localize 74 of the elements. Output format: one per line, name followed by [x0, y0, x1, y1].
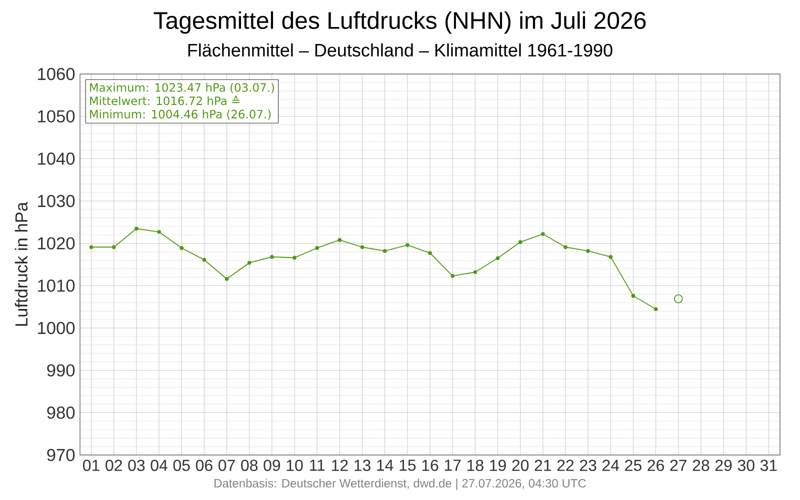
y-tick-label: 1000	[38, 322, 75, 334]
x-tick-label: 03	[128, 460, 145, 472]
x-tick-label: 30	[738, 460, 754, 472]
chart-title: Tagesmittel des Luftdrucks (NHN) im Juli 2026	[154, 11, 646, 34]
point	[89, 245, 94, 250]
chart-subtitle: Flächenmittel – Deutschland – Klimamittel 1961-1990	[188, 43, 612, 57]
x-tick-label: 16	[422, 460, 438, 472]
x-tick-label: 25	[625, 460, 642, 472]
y-tick-label: 970	[47, 448, 75, 462]
x-tick-label: 23	[580, 460, 596, 472]
point	[631, 294, 636, 298]
y-tick-label: 980	[47, 406, 75, 419]
x-tick-label: 21	[534, 460, 552, 471]
y-axis-title: Luftdruck in hPa	[14, 202, 28, 326]
point	[157, 230, 161, 234]
point	[270, 254, 274, 259]
point	[315, 246, 320, 250]
y-tick-label: 1040	[38, 152, 75, 165]
point	[338, 238, 342, 242]
point	[405, 243, 410, 247]
x-tick-label: 09	[264, 460, 280, 472]
point	[608, 254, 613, 259]
x-tick-label: 06	[196, 460, 212, 472]
x-tick-label: 01	[83, 460, 100, 472]
point	[518, 240, 522, 244]
y-tick-label: 1030	[38, 194, 75, 208]
x-tick-label: 14	[377, 460, 394, 471]
point	[428, 251, 432, 256]
y-tick-label: 1060	[38, 68, 75, 80]
point	[473, 270, 478, 274]
annotation: Mittelwert: 1016.72 hPa ≙	[90, 96, 240, 106]
x-tick-label: 15	[400, 460, 416, 471]
point	[382, 249, 387, 253]
point	[224, 276, 229, 281]
point	[292, 256, 296, 260]
x-tick-label: 05	[173, 460, 190, 472]
point	[540, 232, 545, 236]
y-tick-label: 1020	[38, 237, 75, 250]
x-tick-label: 22	[557, 460, 574, 471]
x-tick-label: 29	[715, 460, 732, 472]
x-tick-label: 08	[241, 460, 258, 472]
point	[586, 249, 590, 253]
x-tick-label: 02	[106, 460, 122, 472]
point	[496, 256, 500, 260]
y-tick-label: 1010	[38, 280, 75, 292]
point	[564, 245, 568, 250]
text: Datenbasis: Deutscher Wetterdienst, dwd.de | 27.07.2026, 04:30 UTC	[214, 478, 586, 490]
point	[134, 226, 138, 231]
annotation: Maximum: 1023.47 hPa (03.07.)	[90, 82, 274, 94]
x-tick-label: 19	[490, 460, 506, 472]
point	[202, 258, 206, 262]
point	[450, 274, 455, 278]
x-tick-label: 18	[467, 460, 484, 472]
x-tick-label: 31	[760, 460, 777, 472]
point	[654, 307, 658, 312]
x-tick-label: 24	[602, 460, 620, 471]
point	[247, 260, 252, 265]
x-tick-label: 26	[648, 460, 664, 472]
x-tick-label: 20	[512, 460, 529, 472]
point	[112, 245, 116, 250]
x-tick-label: 07	[218, 460, 235, 472]
point	[360, 245, 364, 250]
x-tick-label: 17	[444, 460, 461, 471]
point	[180, 246, 184, 250]
x-tick-label: 04	[150, 460, 168, 472]
x-tick-label: 13	[354, 460, 370, 472]
y-tick-label: 990	[47, 364, 75, 376]
x-tick-label: 28	[692, 460, 710, 472]
x-tick-label: 10	[286, 460, 303, 472]
x-tick-label: 12	[332, 460, 348, 471]
annotation: Minimum: 1004.46 hPa (26.07.)	[90, 110, 271, 120]
y-tick-label: 1050	[38, 110, 75, 122]
x-tick-label: 27	[670, 460, 686, 471]
x-tick-label: 11	[310, 460, 325, 471]
